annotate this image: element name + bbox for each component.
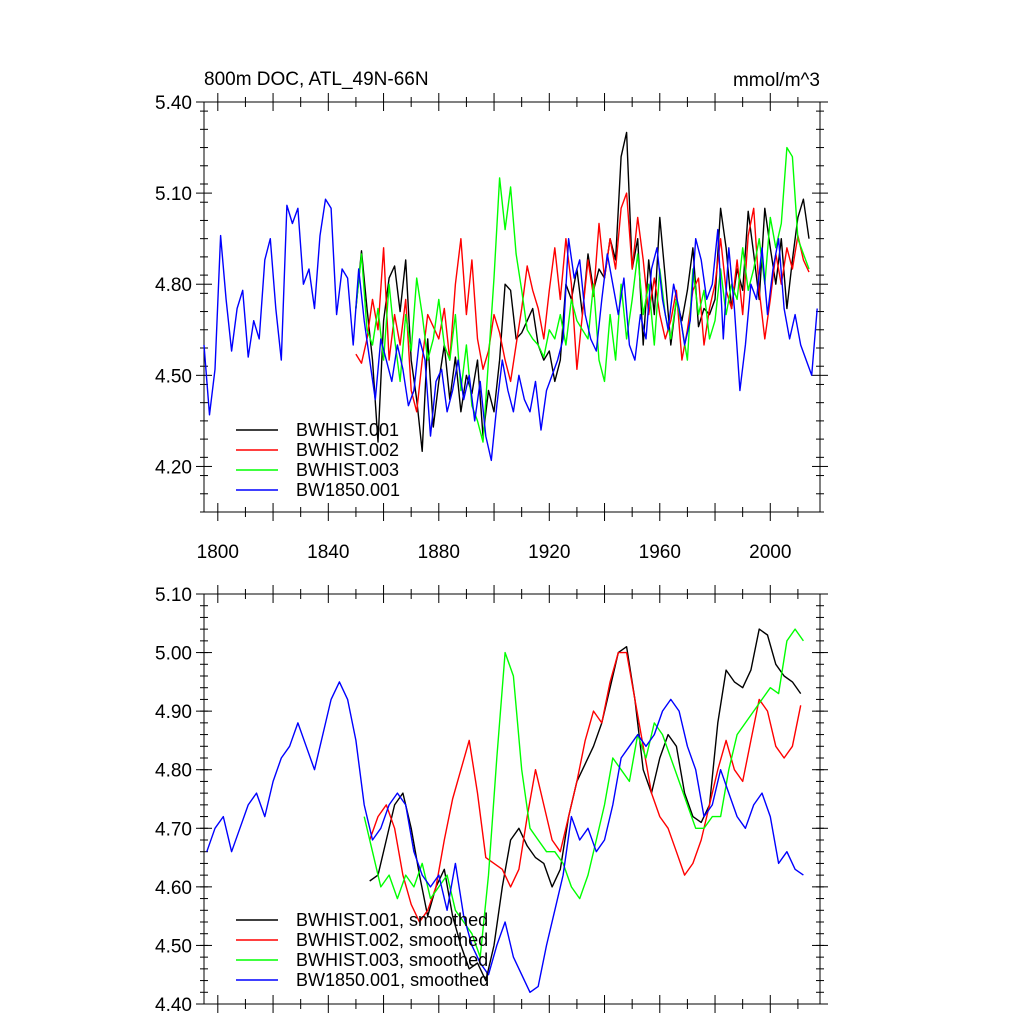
top-x-tick-label: 1880 [418, 542, 460, 563]
bottom-legend-label-1: BWHIST.001, smoothed [296, 910, 488, 930]
bottom-y-tick-label: 4.60 [155, 878, 192, 899]
top-chart-title: 800m DOC, ATL_49N-66N [204, 69, 429, 90]
top-y-tick-label: 4.80 [155, 275, 192, 296]
top-legend-label-1: BWHIST.001 [296, 420, 399, 440]
bottom-series-line-4 [206, 681, 804, 993]
bottom-y-tick-label: 4.70 [155, 819, 192, 840]
bottom-y-tick-label: 5.00 [155, 644, 192, 665]
top-y-tick-label: 5.10 [155, 184, 192, 205]
bottom-y-tick-label: 4.50 [155, 936, 192, 957]
top-chart-units-label: mmol/m^3 [733, 70, 820, 91]
bottom-plot-frame [203, 593, 821, 1005]
bottom-series-line-3 [363, 628, 804, 958]
bottom-panel: 4.40 4.50 4.60 4.70 4.80 4.90 5.00 5.10 BWHIST.… [155, 585, 828, 1016]
top-x-tick-label: 1840 [307, 542, 349, 563]
top-legend-label-2: BWHIST.002 [296, 440, 399, 460]
bottom-y-tick-label: 4.90 [155, 702, 192, 723]
top-y-tick-label: 4.20 [155, 457, 192, 478]
top-x-tick-label: 1960 [639, 542, 681, 563]
top-x-tick-label: 1920 [528, 542, 570, 563]
bottom-legend-label-2: BWHIST.002, smoothed [296, 930, 488, 950]
top-legend-label-3: BWHIST.003 [296, 460, 399, 480]
top-y-tick-label: 4.50 [155, 366, 192, 387]
bottom-y-tick-label: 4.80 [155, 761, 192, 782]
top-y-tick-label: 5.40 [155, 93, 192, 114]
bottom-y-tick-label: 4.40 [155, 995, 192, 1016]
top-panel: 800m DOC, ATL_49N-66N mmol/m^3 4.20 4.50 4… [155, 69, 828, 563]
bottom-series-line-2 [369, 651, 802, 923]
top-legend-label-4: BW1850.001 [296, 480, 400, 500]
bottom-legend-label-4: BW1850.001, smoothed [296, 970, 489, 990]
top-series-line-3 [355, 146, 810, 443]
bottom-series-line-1 [369, 628, 802, 982]
top-x-tick-label: 2000 [749, 542, 791, 563]
top-x-tick-label: 1800 [197, 542, 239, 563]
top-plot-frame [203, 101, 821, 513]
top-series-line-4 [203, 198, 818, 462]
bottom-y-tick-label: 5.10 [155, 585, 192, 606]
bottom-legend-label-3: BWHIST.003, smoothed [296, 950, 488, 970]
